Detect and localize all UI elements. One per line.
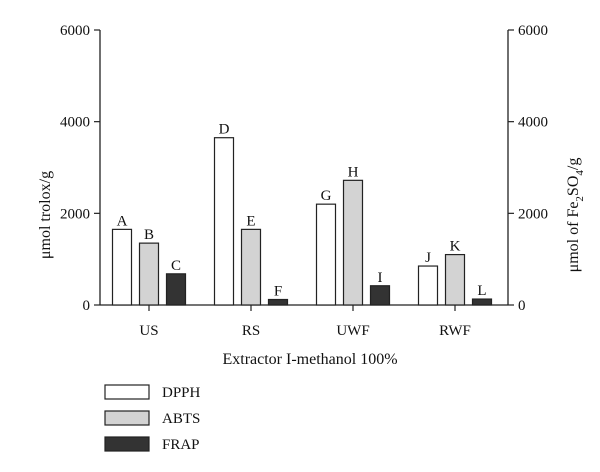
right-y-tick-label: 0 (518, 298, 526, 314)
bar-data-label: J (425, 250, 431, 266)
bar-data-label: F (274, 284, 282, 300)
x-tick-label: UWF (336, 323, 369, 339)
bar-abts (342, 179, 364, 306)
bar-data-label: D (219, 122, 230, 138)
bar-abts (444, 253, 466, 306)
legend-swatch-abts (104, 410, 150, 426)
bar-data-label: L (477, 283, 486, 299)
bar-dpph (213, 137, 235, 306)
bar-data-label: E (246, 213, 255, 229)
right-y-tick-label: 2000 (518, 206, 548, 222)
left-y-tick-label: 6000 (60, 23, 90, 39)
legend-label-frap: FRAP (162, 437, 200, 453)
y2-axis-title: μmol of Fe2SO4/g (565, 158, 586, 273)
bar-dpph (417, 265, 439, 306)
right-y-ticks: 0 2000 4000 6000 (508, 23, 548, 314)
left-y-tick-label: 0 (83, 298, 91, 314)
bar-frap (471, 298, 493, 306)
legend-swatch-frap (104, 436, 150, 452)
bar-dpph (315, 203, 337, 306)
bar-frap (369, 285, 391, 306)
bar-data-label: I (378, 270, 383, 286)
bar-data-label: C (171, 258, 181, 274)
bar-data-label: H (348, 164, 359, 180)
bar-data-label: G (321, 188, 332, 204)
bar-abts (240, 228, 262, 306)
right-y-tick-label: 6000 (518, 23, 548, 39)
x-tick-label: RS (242, 323, 260, 339)
x-axis-title: Extractor I-methanol 100% (222, 351, 397, 368)
x-tick-label: US (139, 323, 158, 339)
bar-data-label: K (450, 239, 461, 255)
right-y-tick-label: 4000 (518, 115, 548, 131)
legend-swatch-dpph (104, 384, 150, 400)
legend-label-abts: ABTS (162, 411, 200, 427)
left-y-tick-label: 2000 (60, 206, 90, 222)
legend-label-dpph: DPPH (162, 385, 201, 401)
bar-abts (138, 242, 160, 306)
x-tick-label: RWF (439, 323, 471, 339)
bar-dpph (111, 228, 133, 306)
bar-frap (165, 273, 187, 306)
bar-data-label: A (117, 213, 128, 229)
bar-data-label: B (144, 227, 154, 243)
y-axis-title: μmol trolox/g (37, 171, 54, 259)
left-y-tick-label: 4000 (60, 115, 90, 131)
legend: DPPH ABTS FRAP (104, 384, 201, 453)
bar-frap (267, 298, 289, 306)
x-ticks: US RS UWF RWF (139, 305, 471, 339)
left-y-ticks: 0 2000 4000 6000 (60, 23, 100, 314)
bars: AB C D E F GH I J K L (111, 122, 493, 306)
